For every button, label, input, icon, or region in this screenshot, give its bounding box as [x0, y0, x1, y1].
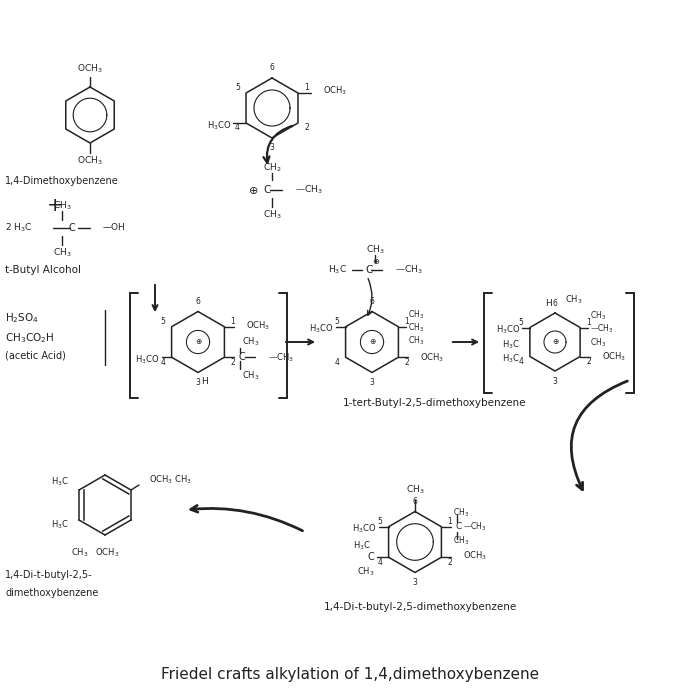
Text: 1: 1 [304, 83, 309, 92]
Text: —CH$_3$: —CH$_3$ [395, 264, 423, 276]
Text: CH$_3$: CH$_3$ [454, 507, 470, 519]
Text: OCH$_3$ CH$_3$: OCH$_3$ CH$_3$ [149, 474, 192, 486]
Text: CH$_3$: CH$_3$ [365, 244, 384, 256]
Text: —OH: —OH [103, 223, 126, 232]
Text: CH$_3$: CH$_3$ [565, 294, 582, 307]
Text: C: C [456, 522, 462, 531]
Text: 2: 2 [304, 123, 309, 132]
Text: CH$_3$: CH$_3$ [357, 565, 374, 578]
Text: 4: 4 [519, 357, 524, 366]
Text: C: C [365, 265, 372, 275]
Text: —CH$_3$: —CH$_3$ [590, 322, 614, 335]
Text: CH$_3$: CH$_3$ [590, 336, 606, 349]
Text: H$_3$CO: H$_3$CO [496, 323, 520, 336]
Text: H$_3$C: H$_3$C [51, 519, 69, 531]
Text: 4: 4 [335, 358, 339, 367]
Text: CH$_3$: CH$_3$ [408, 309, 425, 321]
Text: 2 H$_3$C: 2 H$_3$C [5, 222, 32, 235]
Text: 1-tert-Butyl-2,5-dimethoxybenzene: 1-tert-Butyl-2,5-dimethoxybenzene [343, 398, 526, 408]
Text: CH$_3$: CH$_3$ [454, 535, 470, 547]
Text: 3: 3 [552, 377, 557, 386]
Text: H$_3$CO: H$_3$CO [206, 120, 231, 132]
Text: OCH$_3$: OCH$_3$ [323, 85, 347, 97]
Text: 6: 6 [370, 297, 374, 306]
Text: —CH$_3$: —CH$_3$ [268, 351, 294, 363]
Text: H: H [545, 298, 552, 307]
Text: CH$_3$: CH$_3$ [52, 199, 71, 212]
Text: 1: 1 [448, 517, 452, 526]
Text: 3: 3 [195, 378, 200, 387]
Text: H$_2$SO$_4$: H$_2$SO$_4$ [5, 311, 39, 325]
Text: 4: 4 [377, 558, 382, 567]
Text: 2: 2 [587, 357, 591, 366]
Text: H: H [201, 377, 208, 386]
Text: 2: 2 [405, 358, 409, 367]
Text: CH$_3$: CH$_3$ [52, 247, 71, 259]
Text: C: C [239, 352, 245, 363]
Text: CH$_3$: CH$_3$ [408, 321, 425, 334]
Text: H$_3$CO: H$_3$CO [135, 353, 160, 365]
Text: —CH$_3$: —CH$_3$ [295, 183, 323, 196]
Text: 6: 6 [195, 297, 200, 306]
Text: CH$_3$: CH$_3$ [242, 336, 260, 349]
Text: CH$_3$: CH$_3$ [408, 335, 425, 347]
Text: +: + [47, 195, 63, 214]
Text: $\oplus$: $\oplus$ [552, 337, 560, 346]
Text: 1: 1 [231, 317, 235, 326]
Text: 5: 5 [377, 517, 382, 526]
Text: CH$_3$: CH$_3$ [590, 309, 606, 322]
Text: CH$_3$: CH$_3$ [406, 483, 424, 496]
Text: 3: 3 [370, 378, 374, 387]
Text: OCH$_3$: OCH$_3$ [246, 319, 271, 332]
Text: H$_3$C: H$_3$C [51, 476, 69, 489]
Text: 1,4-Dimethoxybenzene: 1,4-Dimethoxybenzene [5, 176, 119, 186]
Text: —CH$_3$: —CH$_3$ [463, 521, 487, 533]
Text: dimethoxybenzene: dimethoxybenzene [5, 588, 99, 598]
Text: CH$_3$   OCH$_3$: CH$_3$ OCH$_3$ [71, 547, 119, 559]
Text: H$_3$C: H$_3$C [502, 338, 520, 351]
Text: Friedel crafts alkylation of 1,4,dimethoxybenzene: Friedel crafts alkylation of 1,4,dimetho… [161, 668, 539, 682]
Text: $\oplus$: $\oplus$ [372, 258, 380, 267]
Text: H$_3$C: H$_3$C [328, 264, 347, 276]
Text: C: C [69, 223, 76, 233]
Text: 5: 5 [519, 318, 524, 327]
Text: 4: 4 [235, 123, 240, 132]
Text: 6: 6 [270, 64, 274, 73]
Text: 2: 2 [448, 558, 452, 567]
Text: OCH$_3$: OCH$_3$ [463, 549, 488, 561]
Text: 5: 5 [160, 317, 165, 326]
Text: OCH$_3$: OCH$_3$ [77, 155, 103, 167]
Text: CH$_3$: CH$_3$ [262, 209, 281, 221]
Text: 4: 4 [160, 358, 165, 367]
Text: H$_3$C: H$_3$C [353, 539, 370, 552]
Text: 3: 3 [270, 144, 274, 153]
Text: 1,4-Di-t-butyl-2,5-: 1,4-Di-t-butyl-2,5- [5, 570, 92, 580]
Text: 3: 3 [412, 578, 417, 587]
Text: $\oplus$: $\oplus$ [369, 337, 377, 346]
Text: H$_3$C: H$_3$C [502, 352, 520, 365]
Text: 2: 2 [231, 358, 235, 367]
Text: CH$_3$CO$_2$H: CH$_3$CO$_2$H [5, 331, 55, 345]
Text: C: C [263, 185, 270, 195]
Text: OCH$_3$: OCH$_3$ [602, 350, 626, 363]
Text: 5: 5 [235, 83, 240, 92]
Text: CH$_3$: CH$_3$ [242, 369, 260, 382]
Text: OCH$_3$: OCH$_3$ [421, 351, 444, 363]
Text: $\oplus$: $\oplus$ [195, 337, 203, 346]
Text: 1: 1 [587, 318, 591, 327]
Text: t-Butyl Alcohol: t-Butyl Alcohol [5, 265, 81, 275]
Text: H$_3$CO: H$_3$CO [352, 522, 377, 535]
Text: 6: 6 [552, 298, 557, 307]
Text: CH$_2$: CH$_2$ [262, 162, 281, 174]
Text: $\oplus$: $\oplus$ [248, 185, 258, 195]
Text: 5: 5 [335, 317, 339, 326]
Text: H$_3$CO: H$_3$CO [309, 323, 334, 335]
Text: C: C [368, 552, 374, 562]
Text: 1,4-Di-t-butyl-2,5-dimethoxybenzene: 1,4-Di-t-butyl-2,5-dimethoxybenzene [323, 603, 517, 612]
Text: OCH$_3$: OCH$_3$ [77, 63, 103, 76]
Text: (acetic Acid): (acetic Acid) [5, 351, 66, 361]
Text: 1: 1 [405, 317, 409, 326]
Text: 6: 6 [412, 497, 417, 506]
